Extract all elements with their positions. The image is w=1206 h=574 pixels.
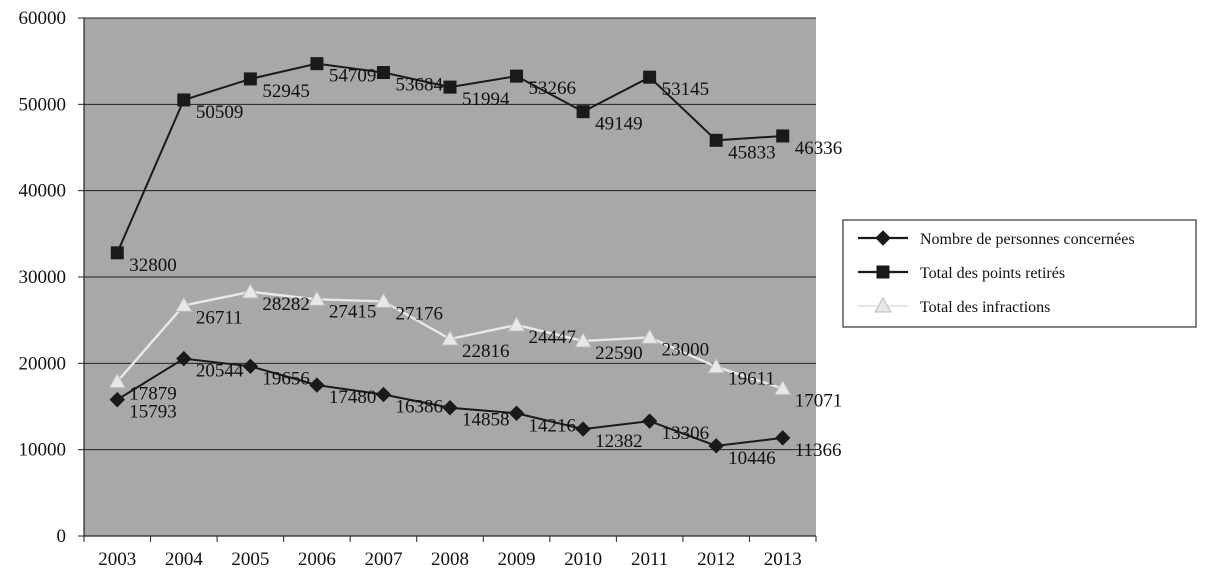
y-tick-label: 30000 bbox=[19, 267, 67, 288]
gridlines bbox=[84, 17, 816, 451]
data-point bbox=[442, 400, 458, 416]
data-point bbox=[109, 391, 125, 408]
data-label: 45833 bbox=[728, 142, 776, 163]
data-label: 27415 bbox=[329, 301, 377, 322]
data-label: 49149 bbox=[595, 114, 643, 135]
data-label: 32800 bbox=[129, 255, 177, 276]
data-label: 24447 bbox=[529, 327, 577, 348]
data-label: 11366 bbox=[795, 440, 842, 461]
data-point bbox=[575, 421, 591, 437]
data-point bbox=[643, 70, 657, 84]
x-tick-label: 2008 bbox=[431, 549, 469, 570]
data-point bbox=[110, 246, 124, 260]
legend-marker-2 bbox=[874, 296, 892, 313]
data-label: 27176 bbox=[395, 303, 443, 324]
data-label: 26711 bbox=[196, 307, 243, 328]
data-label: 17480 bbox=[329, 387, 377, 408]
x-tick-label: 2007 bbox=[364, 549, 402, 570]
data-point bbox=[177, 93, 191, 107]
y-axis: 0 10000 20000 30000 40000 50000 60000 bbox=[19, 8, 85, 547]
x-tick-label: 2004 bbox=[165, 549, 204, 570]
data-point bbox=[241, 282, 260, 299]
data-label: 28282 bbox=[262, 294, 310, 315]
x-tick-label: 2005 bbox=[231, 549, 269, 570]
data-label: 20544 bbox=[196, 361, 244, 382]
data-point bbox=[108, 372, 127, 389]
data-label: 23000 bbox=[662, 339, 710, 360]
data-label: 14216 bbox=[529, 415, 577, 436]
data-label: 14858 bbox=[462, 410, 510, 431]
data-point bbox=[310, 57, 324, 71]
data-label: 54709 bbox=[329, 66, 377, 87]
y-tick-label: 0 bbox=[57, 526, 67, 547]
y-tick-label: 10000 bbox=[19, 440, 67, 461]
data-point bbox=[776, 129, 790, 143]
data-label: 53684 bbox=[395, 75, 443, 96]
data-point bbox=[640, 328, 659, 344]
legend-label: Total des points retirés bbox=[920, 265, 1065, 282]
data-label: 22816 bbox=[462, 341, 510, 362]
data-point bbox=[376, 66, 390, 80]
data-point bbox=[309, 377, 325, 393]
x-tick-label: 2003 bbox=[98, 549, 136, 570]
data-point bbox=[375, 386, 392, 403]
legend-marker-0 bbox=[875, 230, 891, 246]
data-label: 17071 bbox=[795, 391, 843, 412]
y-tick-label: 50000 bbox=[19, 94, 67, 115]
legend-box bbox=[842, 219, 1197, 328]
data-point bbox=[374, 292, 393, 308]
y-tick-label: 60000 bbox=[19, 8, 67, 29]
data-label: 51994 bbox=[462, 89, 510, 110]
x-tick-label: 2013 bbox=[764, 549, 802, 570]
legend-label: Nombre de personnes concernées bbox=[920, 231, 1135, 248]
data-label: 53266 bbox=[529, 78, 577, 99]
data-point bbox=[243, 72, 257, 86]
data-point bbox=[708, 438, 724, 454]
data-label: 12382 bbox=[595, 431, 643, 452]
data-point bbox=[176, 350, 192, 367]
x-tick-label: 2009 bbox=[498, 549, 536, 570]
data-point bbox=[641, 413, 658, 429]
y-tick-label: 20000 bbox=[19, 353, 67, 374]
data-label: 53145 bbox=[662, 79, 710, 100]
data-label: 17879 bbox=[129, 384, 177, 405]
data-label: 19656 bbox=[262, 368, 310, 389]
data-point bbox=[773, 379, 792, 396]
data-point bbox=[242, 358, 259, 375]
data-point bbox=[174, 296, 193, 312]
x-tick-label: 2010 bbox=[564, 549, 602, 570]
x-axis: 2003 2004 2005 2006 2007 2008 2009 2010 2011 2012… bbox=[83, 535, 817, 570]
data-label: 52945 bbox=[262, 81, 310, 102]
data-label: 22590 bbox=[595, 343, 643, 364]
data-label: 16386 bbox=[395, 397, 443, 418]
data-point bbox=[308, 290, 326, 306]
data-label: 10446 bbox=[728, 448, 776, 469]
data-point bbox=[510, 69, 524, 83]
data-point bbox=[707, 357, 726, 374]
data-point bbox=[441, 330, 459, 346]
y-tick-label: 40000 bbox=[19, 181, 67, 202]
data-point bbox=[508, 405, 525, 421]
data-label: 15793 bbox=[129, 402, 177, 423]
data-label: 46336 bbox=[795, 138, 843, 159]
data-labels: 15793 20544 19656 17480 16386 14858 14216 12382… bbox=[129, 66, 842, 469]
data-point bbox=[507, 315, 526, 332]
legend: Nombre de personnes concernées Total des … bbox=[842, 219, 1197, 328]
data-point bbox=[443, 80, 457, 94]
data-point bbox=[775, 430, 791, 446]
data-point bbox=[576, 105, 590, 119]
x-tick-label: 2012 bbox=[697, 549, 735, 570]
series-layer bbox=[108, 57, 792, 454]
data-label: 19611 bbox=[728, 369, 775, 390]
legend-marker-1 bbox=[876, 265, 890, 279]
data-label: 50509 bbox=[196, 102, 244, 123]
data-label: 13306 bbox=[662, 423, 710, 444]
x-tick-label: 2011 bbox=[631, 549, 668, 570]
legend-label: Total des infractions bbox=[920, 299, 1050, 316]
data-point bbox=[709, 133, 723, 147]
data-point bbox=[574, 331, 592, 348]
x-tick-label: 2006 bbox=[298, 549, 336, 570]
